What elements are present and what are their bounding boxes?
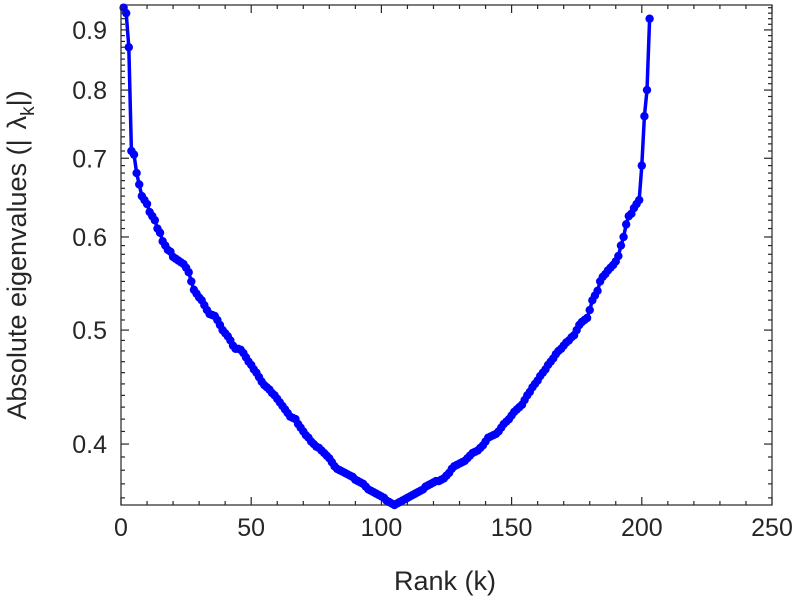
plot-area <box>119 3 773 510</box>
series-line <box>122 6 652 507</box>
data-point <box>122 8 131 18</box>
x-axis: 0 50 100 150 200 250 <box>114 5 793 542</box>
data-point <box>155 228 165 237</box>
x-tick-label: 50 <box>237 514 265 542</box>
data-point <box>150 216 160 225</box>
data-point <box>132 168 141 178</box>
data-point <box>187 277 196 286</box>
x-axis-label: Rank (k) <box>394 566 496 596</box>
data-point <box>585 305 594 315</box>
data-point <box>637 161 646 170</box>
data-point <box>616 241 626 250</box>
data-point <box>634 195 644 205</box>
x-tick-label: 100 <box>361 514 403 542</box>
y-axis-label-suffix: |) <box>2 90 32 106</box>
y-tick-label: 0.6 <box>72 224 107 252</box>
data-point <box>645 14 654 23</box>
data-point <box>129 150 139 159</box>
y-tick-label: 0.9 <box>72 17 107 45</box>
data-point <box>640 112 649 121</box>
data-point <box>621 220 631 229</box>
y-axis-label-prefix: Absolute eigenvalues (| <box>2 139 32 419</box>
y-axis: 0.4 0.5 0.6 0.7 0.8 0.9 <box>72 7 772 499</box>
y-tick-label: 0.7 <box>72 145 107 173</box>
y-tick-label: 0.5 <box>72 317 107 345</box>
y-axis-label: Absolute eigenvalues (| λk|) <box>2 90 39 419</box>
data-point <box>184 268 193 277</box>
data-point <box>642 85 652 95</box>
x-tick-label: 250 <box>751 514 793 542</box>
plot-frame <box>120 4 773 506</box>
data-point <box>593 286 602 295</box>
data-point <box>142 199 152 209</box>
data-point <box>135 180 144 189</box>
y-tick-label: 0.4 <box>72 431 107 459</box>
data-point <box>582 313 592 323</box>
x-tick-label: 0 <box>114 514 128 542</box>
x-tick-label: 200 <box>621 514 663 542</box>
y-axis-label-lambda: λ <box>2 115 32 129</box>
data-point <box>619 232 628 242</box>
x-tick-label: 150 <box>491 514 533 542</box>
data-point <box>124 43 134 52</box>
y-tick-label: 0.8 <box>72 77 107 105</box>
y-axis-label-subscript: k <box>18 106 39 116</box>
data-point <box>614 251 623 261</box>
